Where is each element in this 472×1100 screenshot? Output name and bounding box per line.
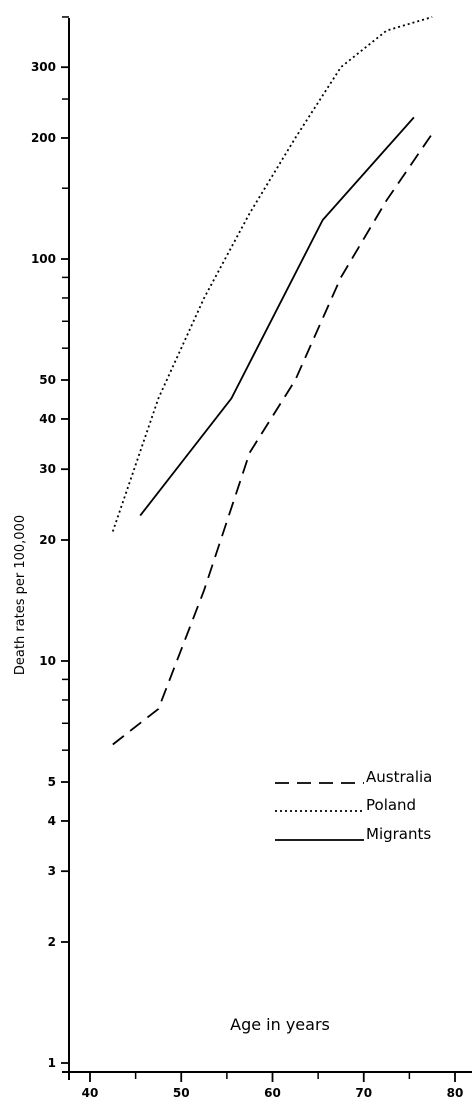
- y-tick-label: 200: [31, 131, 56, 145]
- y-axis-title: Death rates per 100,000: [13, 515, 28, 675]
- y-tick-label: 4: [48, 814, 56, 828]
- y-tick-label: 1: [48, 1056, 56, 1070]
- y-tick-label: 30: [39, 462, 56, 476]
- y-tick-label: 20: [39, 533, 56, 547]
- x-tick-label: 70: [355, 1086, 372, 1100]
- x-tick-label: 60: [264, 1086, 281, 1100]
- series-line-poland: [111, 16, 433, 532]
- y-tick-label: 10: [39, 654, 56, 668]
- y-tick-label: 3: [48, 864, 56, 878]
- y-tick-label: 100: [31, 252, 56, 266]
- legend-label-migrants: Migrants: [366, 825, 431, 843]
- x-tick-label: 50: [173, 1086, 190, 1100]
- x-tick-label: 40: [82, 1086, 99, 1100]
- y-tick-label: 5: [48, 775, 56, 789]
- legend-label-australia: Australia: [366, 768, 432, 786]
- legend: Australia Poland Migrants: [275, 768, 432, 843]
- y-tick-label: 2: [48, 935, 56, 949]
- x-axis-title: Age in years: [230, 1015, 330, 1034]
- x-tick-label: 80: [447, 1086, 464, 1100]
- y-tick-label: 300: [31, 60, 56, 74]
- series-line-migrants: [139, 116, 415, 517]
- y-tick-label: 50: [39, 373, 56, 387]
- y-axis-ticks: 1 2 3 4 5 10 20 30 40 50 100 200 300: [31, 16, 69, 1070]
- x-axis-ticks: 40 50 60 70 80: [82, 1072, 464, 1100]
- series-line-australia: [112, 133, 433, 746]
- legend-label-poland: Poland: [366, 796, 416, 814]
- series-lines: [111, 16, 433, 746]
- y-tick-label: 40: [39, 412, 56, 426]
